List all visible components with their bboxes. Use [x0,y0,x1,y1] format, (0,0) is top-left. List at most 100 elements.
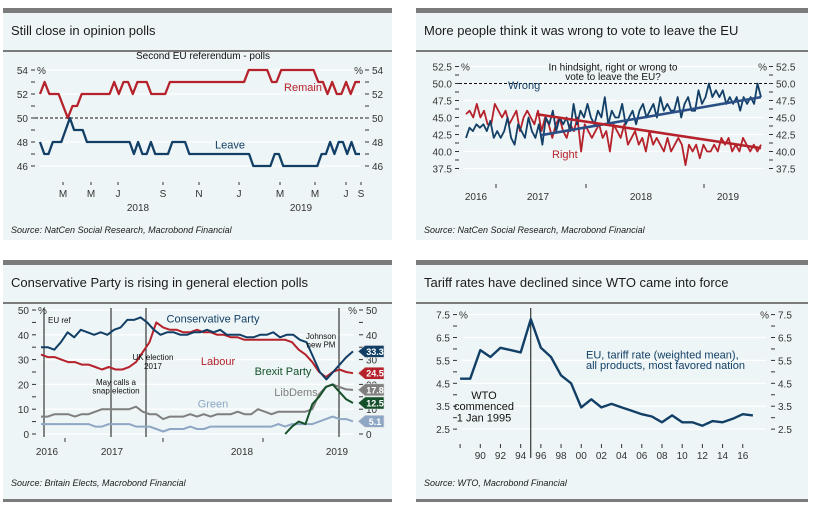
x-tick-label: N [195,189,202,200]
y-tick-label-left: 0 [23,430,29,441]
last-value-flag [357,396,385,410]
series-label-conservative: Conservative Party [167,314,260,326]
series-label-green: Green [198,398,229,410]
series-line-green [41,415,354,433]
y-tick-label-right: 45.0 [776,114,796,125]
x-tick-label: 2017 [527,192,550,203]
y-tick-label-right: 7.5 [778,311,792,322]
chart-eu-referendum: 46 46 48 48 50 50 52 52 54 54% % Second EU referend… [17,52,384,212]
x-tick-label: 2019 [326,447,349,458]
series-label-brexit-party: Brexit Party [255,366,312,378]
last-value-label: 12.5 [366,399,384,409]
y-tick-label-left: 2.5 [436,425,450,436]
y-tick-label-left: 50.0 [433,80,453,91]
y-tick-label-right: 54 [372,66,384,77]
y-tick-label-right: 2.5 [778,425,792,436]
x-tick-label: 16 [737,451,749,462]
annotation-uk-election-1: UK election [133,353,174,362]
y-unit-right: % [760,311,769,322]
y-tick-label-left: 30 [18,356,30,367]
x-tick-label: 04 [616,451,628,462]
y-unit-left: % [461,63,470,74]
y-tick-label-right: 0 [366,430,372,441]
panel-eu-referendum-polls: Still close in opinion polls 46 46 48 48 50 5… [3,8,392,240]
panel-rule [416,50,808,52]
x-tick-label: J [344,189,349,200]
series-label-line-1: EU, tariff rate (weighted mean), [586,350,739,362]
x-tick-label: J [237,189,242,200]
y-tick-label-left: 37.5 [433,165,453,176]
y-tick-label-left: 52.5 [433,63,453,74]
series-line-remain [38,68,360,120]
source-note: Source: NatCen Social Research, Macrobon… [11,225,232,235]
y-tick-label-left: 4.5 [436,379,450,390]
annotation-johnson-2: new PM [307,341,336,350]
annotation-snap-election-1: May calls a [96,378,137,387]
x-tick-label: 92 [495,451,507,462]
y-tick-label-left: 5.5 [436,356,450,367]
y-tick-label-right: 46 [372,162,384,173]
y-unit-left: % [459,311,468,322]
panel-title: Tariff rates have declined since WTO cam… [424,275,729,290]
y-tick-label-right: 37.5 [776,165,796,176]
annotation-wto-2: commenced [454,401,514,413]
y-tick-label-left: 54 [17,66,29,77]
series-line-libdems [41,383,354,421]
y-tick-label-right: 50 [372,114,384,125]
y-tick-label-right: 3.5 [778,402,792,413]
y-tick-label-left: 47.5 [433,97,453,108]
last-value-label: 24.5 [366,369,384,379]
panel-bottom-bar [416,499,808,502]
y-tick-label-left: 48 [17,138,29,149]
y-tick-label-left: 6.5 [436,333,450,344]
y-tick-label-right: 40 [366,331,378,342]
annotation-johnson-1: Johnson [306,332,336,341]
panel-top-bar [416,8,808,13]
y-tick-label-right: 40.0 [776,148,796,159]
y-unit-right: % [348,306,357,317]
panel-rule [416,302,808,304]
y-unit-right: % [354,66,363,77]
source-note: Source: WTO, Macrobond Financial [424,478,567,488]
y-unit-left: % [37,66,46,77]
x-tick-label: M [59,189,67,200]
trend-line-wrong [540,95,762,137]
y-tick-label-left: 50 [17,114,29,125]
y-tick-label-right: 42.5 [776,131,796,142]
panel-rule [3,302,392,304]
x-tick-label: 2016 [36,447,59,458]
y-tick-label-left: 42.5 [433,131,453,142]
chart-subtitle-line-1: In hindsight, right or wrong to [549,63,678,74]
y-tick-label-right: 30 [366,356,378,367]
series-label-remain: Remain [284,82,322,94]
series-line-conservative [41,316,354,381]
chart-general-election: 0010102020303040405050%%Conservative Par… [18,306,385,458]
series-line-brexit-party [284,383,354,435]
y-tick-label-right: 48 [372,138,384,149]
panel-rule [3,50,392,52]
y-tick-label-left: 40 [18,331,30,342]
y-tick-label-left: 46 [17,162,29,173]
panel-tariff-rates: Tariff rates have declined since WTO cam… [416,260,808,502]
x-tick-label: S [358,189,365,200]
last-value-flag [357,366,385,380]
x-tick-label: 2019 [717,192,740,203]
annotation-snap-election-2: snap election [92,387,139,396]
panel-title: More people think it was wrong to vote t… [424,23,739,38]
x-tick-label: 00 [576,451,588,462]
series-label-wrong: Wrong [508,80,540,92]
x-tick-label: 98 [555,451,567,462]
panel-title: Still close in opinion polls [11,23,156,38]
series-label-line-2: all products, most favored nation [586,360,745,372]
annotation-wto-1: WTO [471,390,497,402]
series-line-tariff [460,318,754,427]
y-unit-left: % [38,306,47,317]
year-label: 2018 [127,203,150,212]
y-tick-label-right: 10 [366,405,378,416]
x-tick-label: 94 [515,451,527,462]
last-value-flag [357,345,385,358]
x-tick-label: 2017 [101,447,124,458]
series-line-wrong [465,82,762,146]
x-tick-label: 06 [636,451,648,462]
y-tick-label-right: 6.5 [778,333,792,344]
